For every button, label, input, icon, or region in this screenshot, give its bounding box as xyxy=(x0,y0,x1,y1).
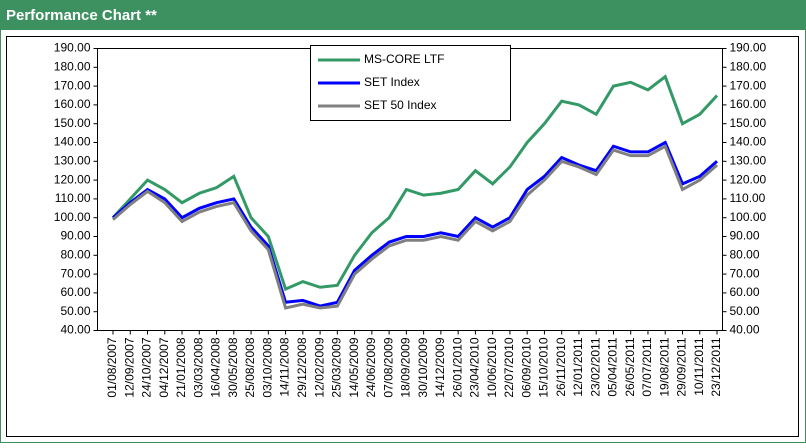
series-line xyxy=(112,140,718,308)
x-tick-label: 16/04/2008 xyxy=(209,337,223,397)
y-tick-label: 50.00 xyxy=(60,304,90,318)
x-tick-label: 23/04/2010 xyxy=(468,337,482,397)
y-tick-label: 150.00 xyxy=(54,116,91,130)
y2-tick-label: 70.00 xyxy=(730,266,760,280)
x-tick-label: 07/07/2011 xyxy=(640,337,654,396)
series-line xyxy=(111,74,719,292)
y-tick-label: 180.00 xyxy=(54,59,91,73)
x-tick-label: 26/01/2010 xyxy=(450,337,464,397)
x-tick-label: 24/10/2007 xyxy=(140,337,154,397)
x-tick-label: 26/11/2010 xyxy=(554,337,568,396)
y2-tick-label: 40.00 xyxy=(730,323,760,337)
legend-label: SET Index xyxy=(364,75,420,89)
y2-tick-label: 190.00 xyxy=(730,41,767,55)
x-tick-label: 22/07/2010 xyxy=(502,337,516,397)
x-tick-label: 12/09/2007 xyxy=(122,337,136,397)
header-bar xyxy=(0,0,806,30)
x-tick-label: 10/11/2011 xyxy=(692,337,706,396)
y-tick-label: 40.00 xyxy=(60,323,90,337)
y2-tick-label: 100.00 xyxy=(730,210,767,224)
y-tick-label: 70.00 xyxy=(60,266,90,280)
x-tick-label: 24/06/2009 xyxy=(364,337,378,397)
x-tick-label: 21/01/2008 xyxy=(174,337,188,397)
x-tick-label: 30/10/2009 xyxy=(416,337,430,397)
y-tick-label: 170.00 xyxy=(54,78,91,92)
x-tick-label: 25/08/2008 xyxy=(243,337,257,397)
y2-tick-label: 110.00 xyxy=(730,191,766,205)
y-tick-label: 100.00 xyxy=(54,210,91,224)
x-tick-label: 18/09/2009 xyxy=(399,337,413,397)
y-tick-label: 80.00 xyxy=(60,247,90,261)
x-tick-label: 01/08/2007 xyxy=(105,337,119,397)
x-tick-label: 12/02/2009 xyxy=(312,337,326,397)
x-tick-label: 14/12/2009 xyxy=(433,337,447,397)
x-tick-label: 29/09/2011 xyxy=(675,337,689,396)
x-tick-label: 14/05/2009 xyxy=(347,337,361,397)
x-tick-label: 07/08/2009 xyxy=(381,337,395,397)
x-tick-label: 30/05/2008 xyxy=(226,337,240,397)
x-tick-label: 03/03/2008 xyxy=(191,337,205,397)
header-title: Performance Chart ** xyxy=(6,7,157,24)
series-line xyxy=(112,144,718,310)
y2-tick-label: 150.00 xyxy=(730,116,767,130)
y-tick-label: 60.00 xyxy=(60,285,90,299)
y2-tick-label: 140.00 xyxy=(730,135,767,149)
y2-tick-label: 90.00 xyxy=(730,229,760,243)
y2-tick-label: 180.00 xyxy=(730,59,767,73)
y-tick-label: 140.00 xyxy=(54,135,91,149)
y2-tick-label: 160.00 xyxy=(730,97,767,111)
x-tick-label: 15/10/2010 xyxy=(537,337,551,397)
legend-label: SET 50 Index xyxy=(364,98,437,112)
legend-label: MS-CORE LTF xyxy=(364,52,444,66)
y2-tick-label: 120.00 xyxy=(730,172,767,186)
y2-tick-label: 50.00 xyxy=(730,304,760,318)
y-tick-label: 90.00 xyxy=(60,229,90,243)
x-tick-label: 23/02/2011 xyxy=(588,337,602,396)
x-tick-label: 26/05/2011 xyxy=(623,337,637,396)
y2-tick-label: 60.00 xyxy=(730,285,760,299)
y-tick-label: 190.00 xyxy=(54,41,91,55)
y-tick-label: 130.00 xyxy=(54,153,91,167)
y2-tick-label: 80.00 xyxy=(730,247,760,261)
y2-tick-label: 170.00 xyxy=(730,78,767,92)
y-tick-label: 160.00 xyxy=(54,97,91,111)
x-tick-label: 10/06/2010 xyxy=(485,337,499,397)
y-tick-label: 110.00 xyxy=(55,191,91,205)
x-tick-label: 25/03/2009 xyxy=(330,337,344,397)
x-tick-label: 12/01/2011 xyxy=(571,337,585,396)
x-tick-label: 19/08/2011 xyxy=(657,337,671,396)
y2-tick-label: 130.00 xyxy=(730,153,767,167)
x-tick-label: 23/12/2011 xyxy=(709,337,723,396)
x-tick-label: 03/10/2008 xyxy=(260,337,274,397)
y-tick-label: 120.00 xyxy=(54,172,91,186)
x-tick-label: 29/12/2008 xyxy=(295,337,309,397)
x-tick-label: 04/12/2007 xyxy=(157,337,171,397)
x-tick-label: 05/04/2011 xyxy=(606,337,620,396)
x-tick-label: 06/09/2010 xyxy=(519,337,533,397)
x-tick-label: 14/11/2008 xyxy=(278,337,292,396)
